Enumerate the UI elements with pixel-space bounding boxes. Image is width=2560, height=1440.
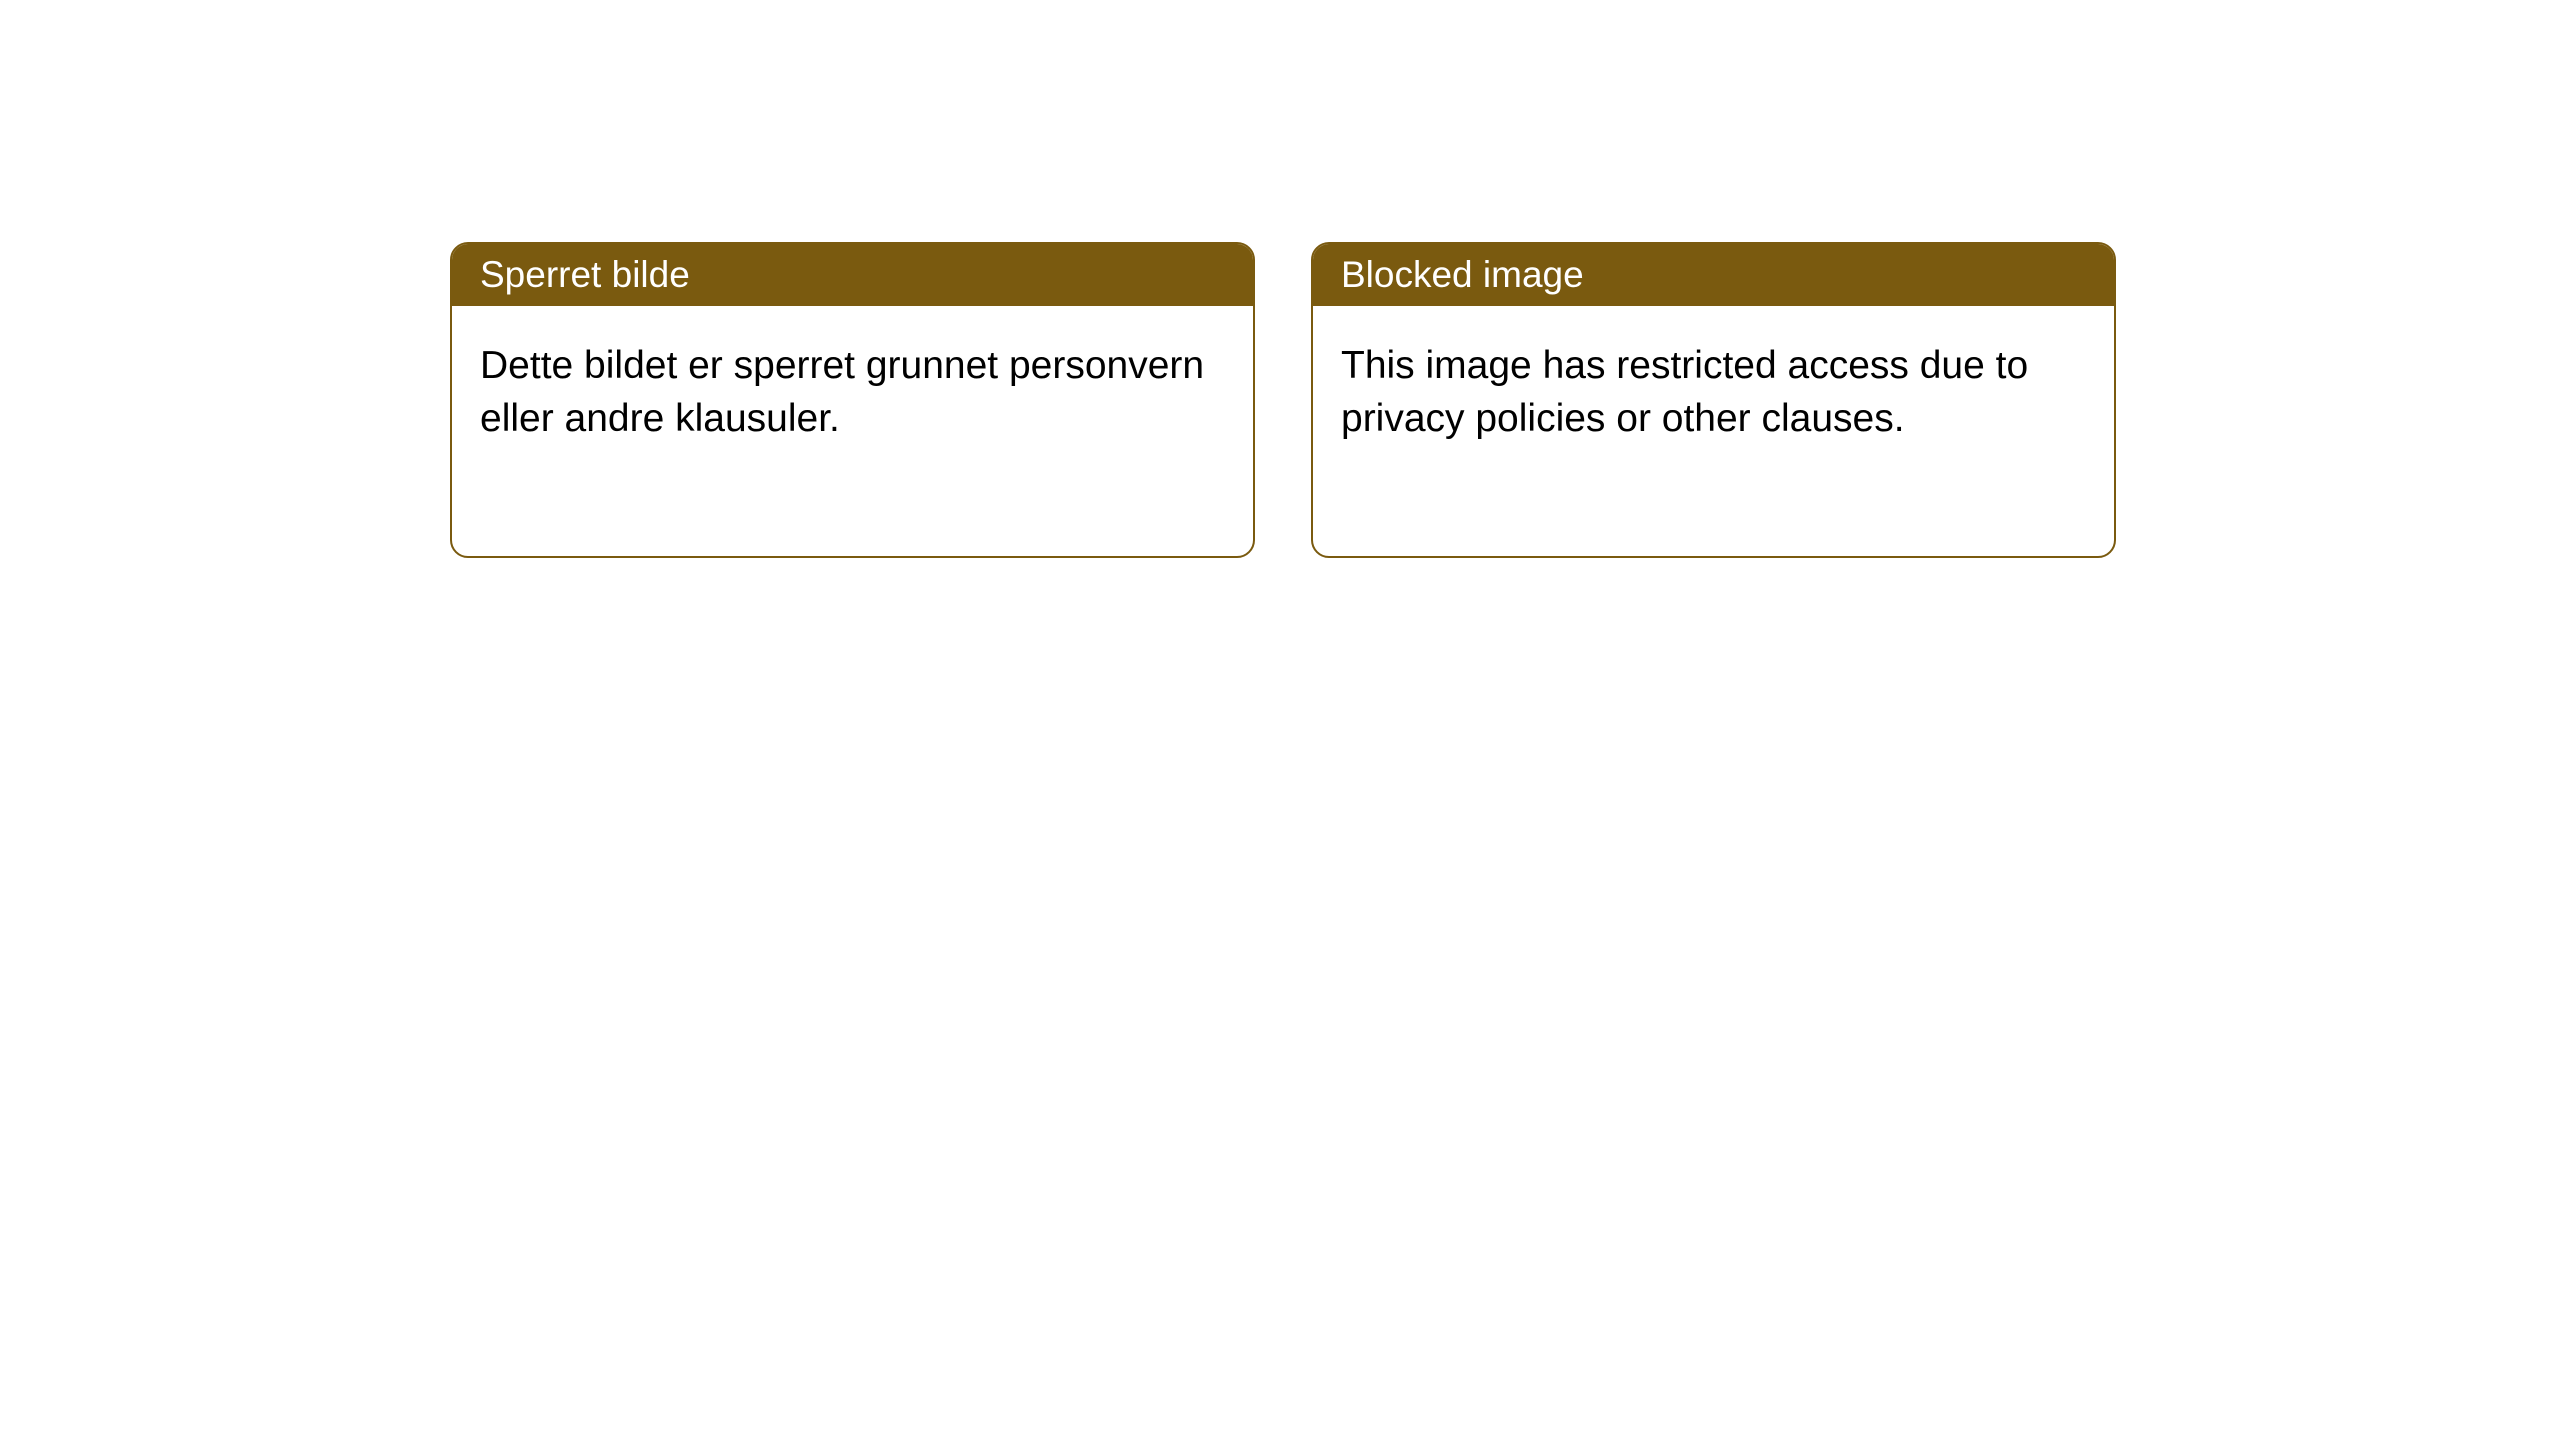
notice-card-header: Blocked image — [1313, 244, 2114, 306]
notice-card-title: Sperret bilde — [480, 254, 690, 295]
notice-card-english: Blocked image This image has restricted … — [1311, 242, 2116, 558]
notice-card-text: This image has restricted access due to … — [1341, 344, 2028, 440]
notice-cards-container: Sperret bilde Dette bildet er sperret gr… — [450, 242, 2116, 558]
notice-card-body: Dette bildet er sperret grunnet personve… — [452, 306, 1253, 556]
notice-card-header: Sperret bilde — [452, 244, 1253, 306]
notice-card-norwegian: Sperret bilde Dette bildet er sperret gr… — [450, 242, 1255, 558]
notice-card-body: This image has restricted access due to … — [1313, 306, 2114, 556]
notice-card-text: Dette bildet er sperret grunnet personve… — [480, 344, 1204, 440]
notice-card-title: Blocked image — [1341, 254, 1584, 295]
